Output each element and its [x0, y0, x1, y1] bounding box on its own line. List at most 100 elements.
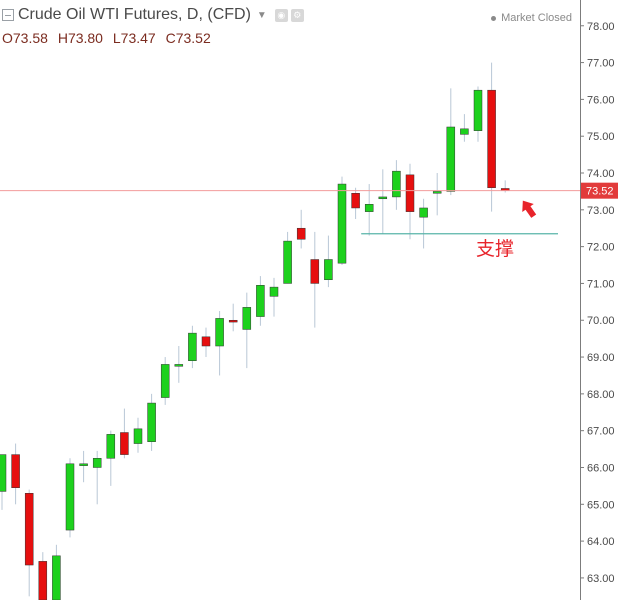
candle: [65, 458, 75, 538]
price-tick-label: 67.00: [587, 426, 615, 438]
price-tick-label: 76.00: [587, 94, 615, 106]
status-dot-icon: [491, 15, 497, 21]
candle: [24, 489, 34, 597]
price-tick-label: 64.00: [587, 536, 615, 548]
candle-body-down: [38, 561, 48, 600]
candle-body-down: [351, 193, 360, 209]
candle: [0, 454, 7, 510]
candle-body-up: [174, 364, 184, 367]
candle: [79, 450, 88, 483]
candle: [419, 198, 428, 249]
candle-body-up: [242, 307, 252, 330]
candle: [38, 552, 48, 600]
candle: [201, 327, 211, 358]
price-tick-label: 71.00: [587, 278, 615, 290]
candle: [256, 276, 265, 326]
overlays-layer: 支撑: [0, 190, 580, 260]
market-status-label: Market Closed: [501, 12, 572, 24]
candle: [351, 187, 360, 220]
candle: [106, 430, 116, 486]
candle-body-up: [106, 434, 116, 459]
candle-body-up: [160, 364, 170, 398]
candle-body-down: [296, 227, 306, 240]
price-tick-label: 66.00: [587, 462, 615, 474]
candle: [269, 277, 279, 317]
support-annotation-label: 支撑: [476, 238, 514, 260]
candle-body-up: [133, 428, 143, 444]
candle: [283, 231, 292, 284]
price-tick-label: 63.00: [587, 573, 615, 585]
candle: [120, 408, 129, 459]
candle: [446, 88, 456, 196]
candle-body-up: [65, 463, 75, 531]
candle-body-down: [11, 454, 20, 488]
candle: [160, 357, 170, 405]
candle: [215, 311, 224, 376]
price-axis-background: [580, 0, 618, 600]
price-tick-label: 68.00: [587, 389, 615, 401]
candle: [378, 169, 388, 234]
candle-body-down: [24, 493, 34, 566]
candle-body-up: [215, 318, 224, 347]
ohlc-high: H73.80: [57, 30, 103, 46]
candle: [52, 544, 61, 600]
candles-layer: [0, 62, 510, 600]
candle-body-down: [405, 174, 415, 212]
candle-body-down: [120, 432, 129, 455]
ohlc-close: C73.52: [165, 30, 211, 46]
candle: [11, 443, 20, 505]
price-tick-label: 65.00: [587, 499, 615, 511]
candle: [364, 184, 374, 236]
price-axis[interactable]: 63.00 64.00 65.00 66.00 67.00 68.00 69.00 70.00…: [580, 0, 618, 600]
candle: [405, 163, 415, 240]
candle: [147, 393, 156, 451]
candle: [310, 231, 320, 328]
market-status: Market Closed: [491, 12, 572, 24]
candle: [473, 86, 483, 142]
candle: [432, 173, 442, 216]
candle-body-up: [392, 170, 401, 198]
collapse-icon[interactable]: [2, 9, 14, 21]
candle-body-up: [188, 332, 197, 361]
price-tick-label: 77.00: [587, 58, 615, 70]
candle-body-down: [201, 336, 211, 347]
price-tick-label: 72.00: [587, 242, 615, 254]
candle: [392, 160, 401, 210]
symbol-title: Crude Oil WTI Futures, D, (CFD): [18, 6, 251, 23]
arrow-shape: [522, 200, 537, 218]
candle-body-up: [446, 126, 456, 192]
candle-body-up: [378, 196, 388, 200]
chart-header: Crude Oil WTI Futures, D, (CFD) ▼ ◉ ⚙ Ma…: [0, 6, 580, 50]
candle: [324, 235, 333, 288]
candle-body-up: [337, 183, 347, 264]
candle-body-up: [460, 128, 469, 135]
candle-body-up: [0, 454, 7, 492]
price-tick-label: 70.00: [587, 315, 615, 327]
ohlc-open: O73.58: [2, 30, 48, 46]
price-tick-label: 75.00: [587, 131, 615, 143]
candle-body-up: [364, 204, 374, 212]
price-tick-label: 78.00: [587, 21, 615, 33]
candle-body-up: [283, 240, 292, 284]
candle-body-up: [432, 191, 442, 194]
candle: [174, 346, 184, 383]
price-tick-label: 69.00: [587, 352, 615, 364]
eye-icon[interactable]: ◉: [274, 8, 288, 22]
candle: [296, 209, 306, 249]
ohlc-low: L73.47: [112, 30, 156, 46]
candle: [487, 62, 496, 212]
chevron-down-icon[interactable]: ▼: [256, 9, 267, 21]
candle: [133, 417, 143, 453]
last-price-tag: [581, 182, 618, 199]
candle-body-up: [79, 463, 88, 466]
candle: [228, 303, 238, 332]
candle-body-up: [419, 207, 428, 218]
arrow-up-icon: [522, 200, 537, 218]
price-tick-label: 74.00: [587, 168, 615, 180]
price-tick-label: 73.00: [587, 205, 615, 217]
gear-icon[interactable]: ⚙: [290, 8, 304, 22]
candle-body-up: [324, 259, 333, 281]
candle: [188, 325, 197, 369]
candle: [460, 114, 469, 142]
